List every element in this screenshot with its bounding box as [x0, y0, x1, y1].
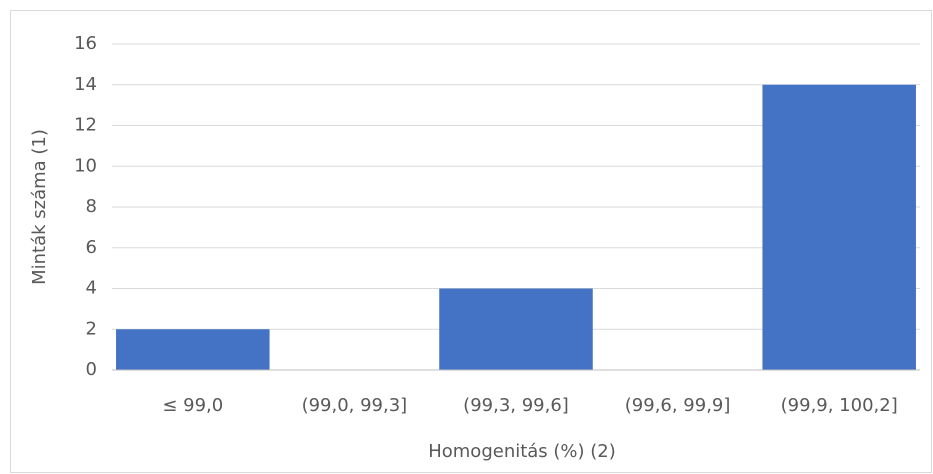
y-axis-label: Minták száma (1)	[29, 129, 50, 285]
y-tick-label: 8	[86, 196, 97, 217]
bar	[116, 329, 270, 370]
y-tick-label: 2	[86, 318, 97, 339]
x-tick-label: (99,0, 99,3]	[302, 395, 408, 416]
x-tick-label: (99,6, 99,9]	[625, 395, 731, 416]
y-tick-label: 10	[74, 155, 97, 176]
x-axis-label: Homogenitás (%) (2)	[428, 441, 616, 462]
y-tick-label: 6	[86, 237, 97, 258]
y-tick-label: 16	[74, 33, 97, 54]
y-tick-label: 4	[86, 278, 97, 299]
x-tick-label: ≤ 99,0	[162, 395, 223, 416]
x-tick-label: (99,9, 100,2]	[781, 395, 898, 416]
x-tick-label: (99,3, 99,6]	[463, 395, 569, 416]
y-tick-label: 14	[74, 74, 97, 95]
y-tick-label: 12	[74, 115, 97, 136]
y-tick-label: 0	[86, 359, 97, 380]
bar	[762, 84, 916, 370]
bar	[439, 288, 593, 370]
